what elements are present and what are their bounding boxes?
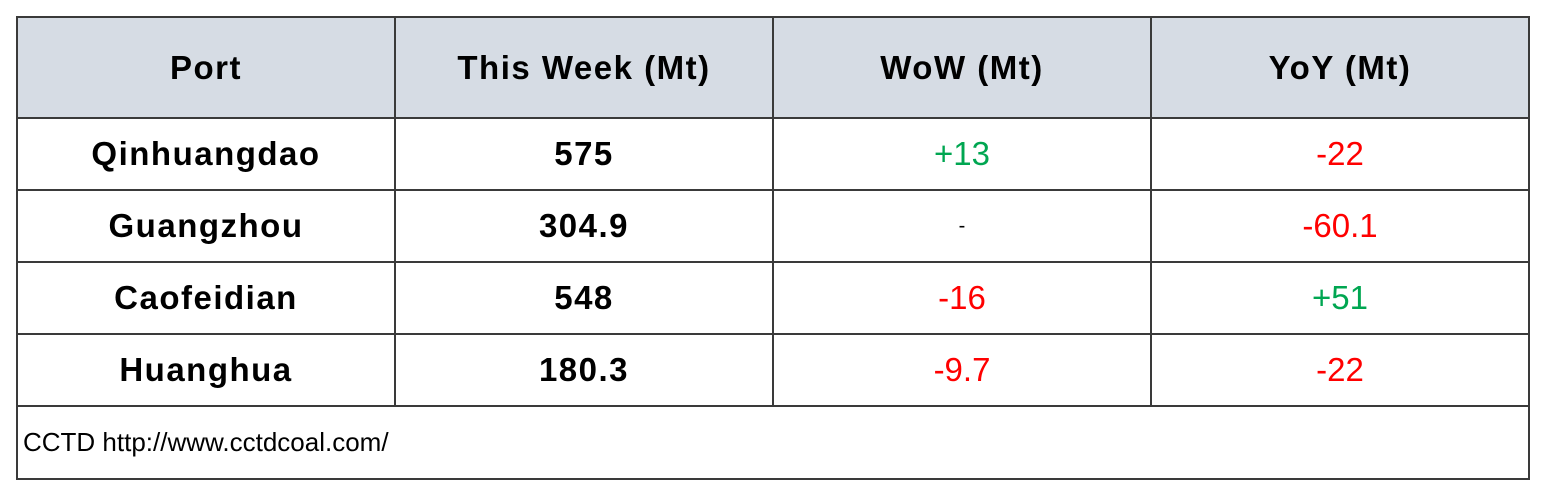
wow-cell: +13 — [772, 117, 1152, 191]
value-cell: 180.3 — [394, 333, 774, 407]
yoy-cell: -22 — [1150, 117, 1530, 191]
port-cell: Guangzhou — [16, 189, 396, 263]
header-cell: This Week (Mt) — [394, 16, 774, 119]
value-cell: 575 — [394, 117, 774, 191]
port-cell: Caofeidian — [16, 261, 396, 335]
port-table: Port This Week (Mt) WoW (Mt) YoY (Mt) Qi… — [16, 16, 1530, 480]
header-row: Port This Week (Mt) WoW (Mt) YoY (Mt) — [16, 16, 1530, 119]
row: Qinhuangdao 575 +13 -22 — [16, 117, 1530, 191]
port-cell: Qinhuangdao — [16, 117, 396, 191]
header-cell: Port — [16, 16, 396, 119]
value-cell: 548 — [394, 261, 774, 335]
header-cell: WoW (Mt) — [772, 16, 1152, 119]
source-note: CCTD http://www.cctdcoal.com/ — [16, 405, 1530, 480]
yoy-cell: -22 — [1150, 333, 1530, 407]
source-row: CCTD http://www.cctdcoal.com/ — [16, 405, 1530, 480]
yoy-cell: -60.1 — [1150, 189, 1530, 263]
wow-cell: -16 — [772, 261, 1152, 335]
wow-cell: - — [772, 189, 1152, 263]
row: Huanghua 180.3 -9.7 -22 — [16, 333, 1530, 407]
header-cell: YoY (Mt) — [1150, 16, 1530, 119]
row: Guangzhou 304.9 - -60.1 — [16, 189, 1530, 263]
row: Caofeidian 548 -16 +51 — [16, 261, 1530, 335]
wow-cell: -9.7 — [772, 333, 1152, 407]
value-cell: 304.9 — [394, 189, 774, 263]
yoy-cell: +51 — [1150, 261, 1530, 335]
port-cell: Huanghua — [16, 333, 396, 407]
